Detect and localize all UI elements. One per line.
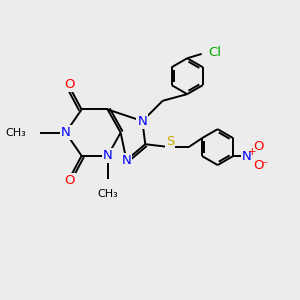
Text: S: S <box>166 135 174 148</box>
Text: N: N <box>61 126 70 139</box>
Text: ⁻: ⁻ <box>261 159 267 172</box>
Text: N: N <box>137 115 147 128</box>
Text: Cl: Cl <box>208 46 221 59</box>
Text: CH₃: CH₃ <box>97 189 118 199</box>
Text: N: N <box>103 149 112 162</box>
Text: N: N <box>122 154 131 166</box>
Text: O: O <box>253 140 264 153</box>
Text: N: N <box>241 150 251 163</box>
Text: +: + <box>248 147 257 157</box>
Text: O: O <box>65 174 75 187</box>
Text: CH₃: CH₃ <box>6 128 27 138</box>
Text: O: O <box>253 159 264 172</box>
Text: O: O <box>65 78 75 92</box>
